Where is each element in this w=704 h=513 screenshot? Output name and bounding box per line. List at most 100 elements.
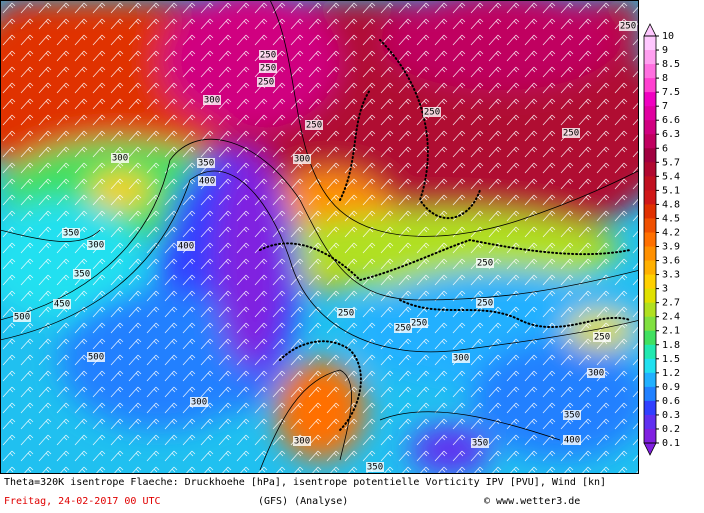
contour-label-bg	[593, 332, 611, 342]
contour-label-bg	[177, 241, 195, 251]
contour-label-bg	[13, 312, 31, 322]
contour-label-bg	[203, 95, 221, 105]
colorbar-label: 3	[662, 284, 668, 295]
colorbar-segment	[644, 246, 656, 262]
contour-label-bg	[423, 107, 441, 117]
contour-label: 300	[204, 96, 220, 106]
colorbar-segment	[644, 162, 656, 177]
map-frame	[0, 0, 639, 474]
colorbar-label: 1.8	[662, 340, 680, 351]
colorbar-segment	[644, 288, 656, 304]
contour-label: 300	[88, 241, 104, 251]
contour-label-bg	[452, 353, 470, 363]
colorbar-label: 0.9	[662, 382, 680, 393]
contour-label: 300	[112, 154, 128, 164]
contour-label: 400	[564, 436, 580, 446]
colorbar-label: 7	[662, 101, 668, 112]
footer-copyright: © www.wetter3.de	[484, 496, 580, 507]
contour-label: 250	[306, 121, 322, 131]
contour-label: 300	[294, 155, 310, 165]
contour-label-bg	[62, 228, 80, 238]
colorbar-label: 8.5	[662, 59, 680, 70]
colorbar-label: 5.1	[662, 185, 680, 196]
colorbar-label: 1.2	[662, 368, 680, 379]
colorbar-segment	[644, 330, 656, 346]
colorbar-label: 5.7	[662, 157, 680, 168]
contour-label-bg	[471, 438, 489, 448]
colorbar-segment	[644, 50, 656, 65]
footer-date: Freitag, 24-02-2017 00 UTC	[4, 496, 161, 507]
colorbar: 10 9 8.5 8 7.5 7 6.6 6.3 6 5.7 5.4 5.1 4.8 4.5 4.2 3.9 3…	[643, 23, 680, 456]
colorbar-label: 0.1	[662, 438, 680, 449]
contour-label: 450	[54, 300, 70, 310]
contour-label: 350	[367, 463, 383, 473]
contour-label: 250	[395, 324, 411, 334]
contour-label-bg	[111, 153, 129, 163]
colorbar-label: 2.7	[662, 298, 680, 309]
colorbar-segment	[644, 78, 656, 93]
colorbar-label: 4.5	[662, 213, 680, 224]
colorbar-label: 3.6	[662, 256, 680, 267]
contour-label-bg	[305, 120, 323, 130]
contour-label: 250	[260, 51, 276, 61]
contour-label: 250	[260, 64, 276, 74]
contour-label: 300	[453, 354, 469, 364]
colorbar-label: 10	[662, 31, 674, 42]
contour-label-bg	[476, 258, 494, 268]
contour-label-bg	[476, 298, 494, 308]
colorbar-segment	[644, 232, 656, 248]
contour-label-bg	[197, 158, 215, 168]
contour-label-bg	[587, 368, 605, 378]
contour-label-bg	[394, 323, 412, 333]
contour-label: 250	[424, 108, 440, 118]
contour-label-bg	[410, 318, 428, 328]
contour-label: 250	[411, 319, 427, 329]
colorbar-label: 2.1	[662, 326, 680, 337]
contour-label-bg	[562, 128, 580, 138]
contour-label: 250	[563, 129, 579, 139]
contour-label-bg	[87, 240, 105, 250]
contour-label: 500	[14, 313, 30, 323]
contour-label-bg	[73, 269, 91, 279]
contour-label-bg	[190, 397, 208, 407]
colorbar-segment	[644, 148, 656, 163]
colorbar-segment	[644, 302, 656, 318]
contour-label-bg	[198, 176, 216, 186]
colorbar-segment	[644, 92, 656, 107]
colorbar-segment	[644, 64, 656, 79]
colorbar-segment	[644, 344, 656, 360]
footer-description: Theta=320K isentrope Flaeche: Druckhoehe…	[4, 477, 606, 488]
colorbar-segment	[644, 358, 656, 374]
contour-label: 250	[258, 78, 274, 88]
colorbar-label: 9	[662, 45, 668, 56]
colorbar-label: 7.5	[662, 87, 680, 98]
contour-label-bg	[563, 435, 581, 445]
contour-label: 350	[74, 270, 90, 280]
contour-label: 350	[63, 229, 79, 239]
colorbar-label: 4.8	[662, 199, 680, 210]
contour-label: 300	[294, 437, 310, 447]
colorbar-label: 4.2	[662, 227, 680, 238]
contour-label: 250	[594, 333, 610, 343]
colorbar-label: 0.6	[662, 396, 680, 407]
colorbar-segment	[644, 120, 656, 135]
colorbar-segment	[644, 386, 656, 402]
colorbar-label: 2.4	[662, 312, 680, 323]
contour-label: 350	[472, 439, 488, 449]
contour-label: 350	[564, 411, 580, 421]
footer-model: (GFS) (Analyse)	[258, 496, 348, 507]
colorbar-arrow-bottom	[643, 442, 657, 456]
colorbar-label: 6.3	[662, 129, 680, 140]
contour-label-bg	[293, 154, 311, 164]
colorbar-segment	[644, 274, 656, 290]
colorbar-segment	[644, 134, 656, 149]
contour-label-bg	[293, 436, 311, 446]
colorbar-segment	[644, 106, 656, 121]
contour-label-bg	[87, 352, 105, 362]
colorbar-segment	[644, 36, 656, 51]
contour-label: 250	[620, 22, 636, 32]
colorbar-segment	[644, 372, 656, 388]
colorbar-segment	[644, 414, 656, 430]
